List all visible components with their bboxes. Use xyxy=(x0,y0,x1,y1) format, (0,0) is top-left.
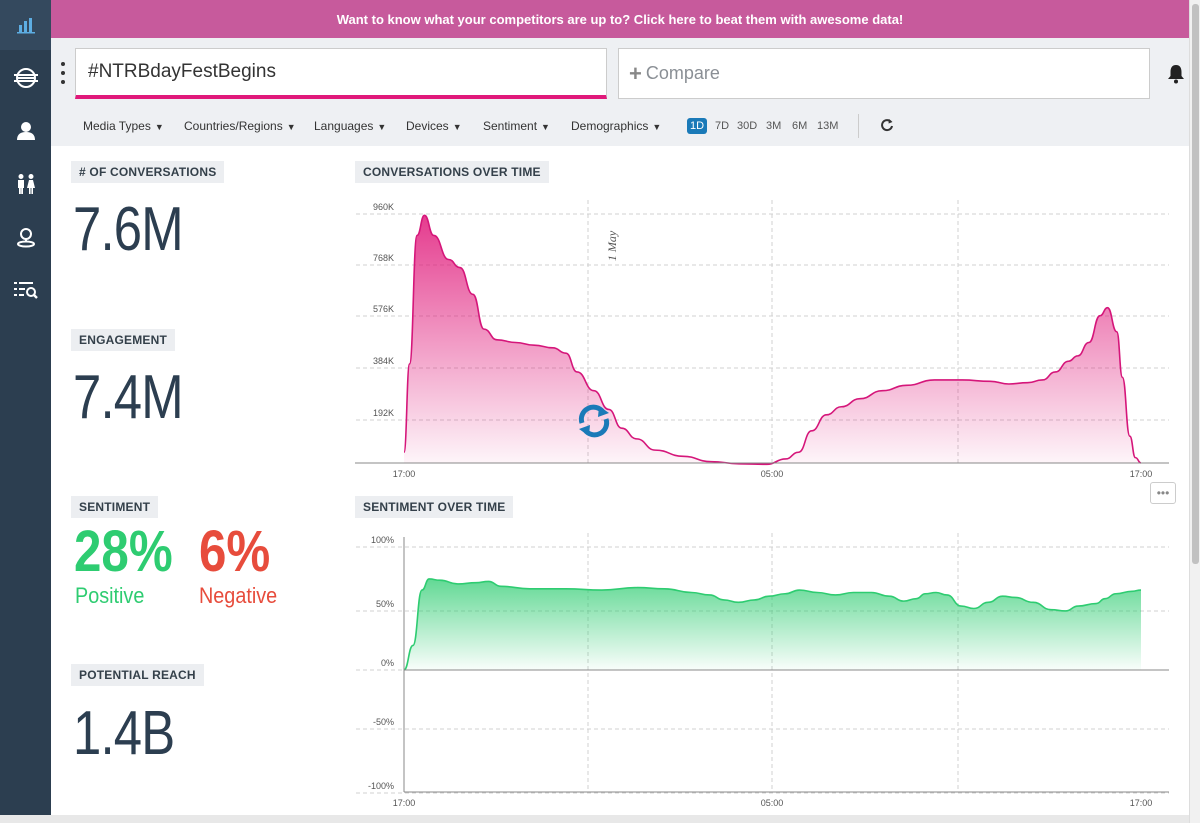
filter-sentiment-label: Sentiment xyxy=(483,119,538,133)
filter-media-types[interactable]: Media Types ▼ xyxy=(83,119,164,133)
filter-devices[interactable]: Devices ▼ xyxy=(406,119,462,133)
filter-sentiment[interactable]: Sentiment ▼ xyxy=(483,119,550,133)
y-tick-label: 100% xyxy=(371,535,394,545)
sidebar-item-globe[interactable] xyxy=(0,53,51,103)
refresh-button[interactable] xyxy=(880,118,894,137)
series-area xyxy=(404,215,1141,465)
sentiment-chart-title: SENTIMENT OVER TIME xyxy=(355,496,514,518)
conversations-title: # OF CONVERSATIONS xyxy=(71,161,225,183)
more-options-button[interactable] xyxy=(59,62,67,84)
sentiment-chart: 100% 50% 0% -50% -100% 17:00 05:00 17:00 xyxy=(356,533,1169,808)
x-tick-label: 05:00 xyxy=(761,469,784,479)
compare-box[interactable]: + Compare xyxy=(618,48,1150,99)
compare-label: Compare xyxy=(645,63,720,83)
globe-icon xyxy=(13,68,38,88)
sidebar-item-dashboard[interactable] xyxy=(0,0,51,50)
caret-down-icon: ▼ xyxy=(541,122,550,132)
refresh-icon xyxy=(881,119,893,132)
charts-canvas: 192K 384K 576K 768K 960K 17:00 05:00 17:00 1 May… xyxy=(355,200,1169,808)
scrollbar[interactable] xyxy=(1189,0,1200,823)
conversations-chart-title: CONVERSATIONS OVER TIME xyxy=(355,161,549,183)
notifications-button[interactable] xyxy=(1167,64,1185,89)
y-tick-label: 50% xyxy=(376,599,394,609)
divider xyxy=(858,114,859,138)
filter-bar: Media Types ▼ Countries/Regions ▼ Language… xyxy=(51,108,1189,146)
chart-more-button[interactable]: ••• xyxy=(1150,482,1176,504)
promo-banner[interactable]: Want to know what your competitors are u… xyxy=(51,0,1189,38)
plus-icon: + xyxy=(629,60,642,86)
range-7d[interactable]: 7D xyxy=(715,120,730,132)
positive-sentiment-value: 28% xyxy=(74,519,173,584)
caret-down-icon: ▼ xyxy=(652,122,662,132)
sentiment-title: SENTIMENT xyxy=(71,496,159,518)
caret-down-icon: ▼ xyxy=(286,122,296,132)
series-line xyxy=(403,214,1142,466)
series-line xyxy=(403,578,1142,671)
negative-sentiment-value: 6% xyxy=(199,519,271,584)
promo-banner-text: Want to know what your competitors are u… xyxy=(336,11,904,27)
bar-chart-icon xyxy=(16,18,35,34)
negative-sentiment-label: Negative xyxy=(199,583,278,608)
scrollbar-thumb[interactable] xyxy=(1192,4,1199,564)
filter-countries[interactable]: Countries/Regions ▼ xyxy=(184,119,296,133)
series-area xyxy=(404,578,1141,670)
engagement-value: 7.4M xyxy=(73,363,184,432)
location-icon xyxy=(16,228,35,248)
y-tick-label: 576K xyxy=(373,304,394,314)
y-tick-label: -50% xyxy=(373,717,394,727)
range-13m[interactable]: 13M xyxy=(817,120,839,132)
bell-icon xyxy=(1168,65,1184,84)
user-icon xyxy=(16,122,35,140)
caret-down-icon: ▼ xyxy=(154,122,164,132)
sidebar-item-users[interactable] xyxy=(0,106,51,156)
x-tick-label: 05:00 xyxy=(761,798,784,808)
y-tick-label: 384K xyxy=(373,356,394,366)
bottom-strip xyxy=(0,815,1189,823)
dashboard-content: # OF CONVERSATIONS 7.6M ENGAGEMENT 7.4M … xyxy=(51,146,1189,823)
range-1d[interactable]: 1D xyxy=(687,118,708,134)
y-tick-label: 768K xyxy=(373,253,394,263)
loading-spinner-icon xyxy=(578,404,610,438)
y-tick-label: 192K xyxy=(373,408,394,418)
x-tick-label: 17:00 xyxy=(1130,469,1153,479)
filter-demographics[interactable]: Demographics ▼ xyxy=(571,119,661,133)
sidebar-item-demographics[interactable] xyxy=(0,159,51,209)
caret-down-icon: ▼ xyxy=(377,122,387,132)
hashtag-search-box[interactable] xyxy=(75,48,607,99)
x-tick-label: 17:00 xyxy=(393,469,416,479)
y-tick-label: 960K xyxy=(373,202,394,212)
range-30d[interactable]: 30D xyxy=(737,120,758,132)
filter-devices-label: Devices xyxy=(406,119,449,133)
range-6m[interactable]: 6M xyxy=(792,120,808,132)
date-annotation: 1 May xyxy=(605,230,619,261)
filter-media-types-label: Media Types xyxy=(83,119,151,133)
conversations-value: 7.6M xyxy=(73,195,184,264)
y-tick-label: -100% xyxy=(368,781,394,791)
reach-value: 1.4B xyxy=(73,699,175,768)
reach-title: POTENTIAL REACH xyxy=(71,664,204,686)
positive-sentiment-label: Positive xyxy=(75,583,145,608)
demographics-icon xyxy=(17,174,35,194)
filter-languages[interactable]: Languages ▼ xyxy=(314,119,386,133)
conversations-chart: 192K 384K 576K 768K 960K 17:00 05:00 17:00 1 May xyxy=(355,200,1169,479)
filter-countries-label: Countries/Regions xyxy=(184,119,283,133)
caret-down-icon: ▼ xyxy=(452,122,462,132)
y-tick-label: 0% xyxy=(381,658,394,668)
more-icon: ••• xyxy=(1156,486,1170,500)
filter-demographics-label: Demographics xyxy=(571,119,649,133)
engagement-title: ENGAGEMENT xyxy=(71,329,176,351)
x-tick-label: 17:00 xyxy=(393,798,416,808)
search-list-icon xyxy=(13,282,38,299)
filter-languages-label: Languages xyxy=(314,119,374,133)
sidebar-item-search[interactable] xyxy=(0,265,51,315)
x-tick-label: 17:00 xyxy=(1130,798,1153,808)
hashtag-search-input[interactable] xyxy=(88,61,588,83)
range-3m[interactable]: 3M xyxy=(766,120,782,132)
sidebar-item-locations[interactable] xyxy=(0,212,51,262)
search-bar: + Compare xyxy=(51,38,1189,108)
sidebar xyxy=(0,0,51,823)
